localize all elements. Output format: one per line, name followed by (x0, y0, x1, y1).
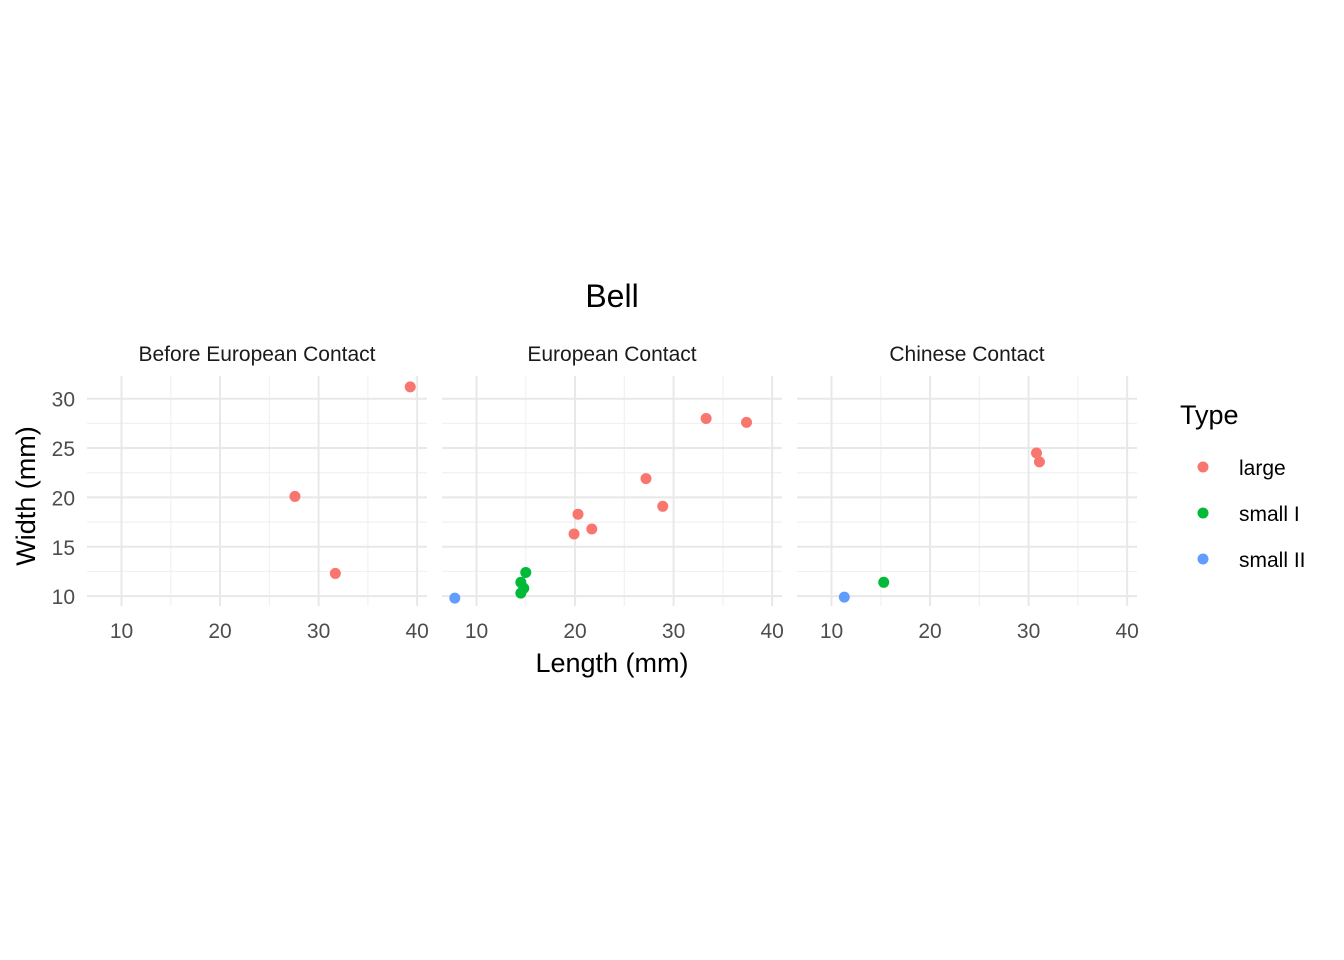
x-tick-label: 40 (405, 620, 428, 643)
x-tick-label: 30 (1017, 620, 1040, 643)
x-axis-title: Length (mm) (535, 648, 688, 678)
facet-panel: Before European Contact 10 20 30 40 10 15 20 25 3… (52, 343, 429, 643)
data-point (568, 528, 580, 540)
data-point (404, 381, 416, 393)
legend-key (1197, 507, 1209, 519)
data-point (520, 566, 532, 578)
x-tick-label: 10 (820, 620, 843, 643)
data-point (515, 587, 527, 599)
x-tick-label: 30 (662, 620, 685, 643)
x-tick-label: 10 (110, 620, 133, 643)
y-axis-title: Width (mm) (11, 426, 41, 565)
data-point (586, 523, 598, 535)
data-point (657, 500, 669, 512)
x-tick-label: 20 (208, 620, 231, 643)
legend-label: small II (1239, 549, 1306, 572)
x-tick-label: 20 (563, 620, 586, 643)
facet-strip-label: Before European Contact (139, 343, 376, 366)
y-tick-label: 15 (52, 537, 75, 560)
data-point (878, 576, 890, 588)
facet-panel: Chinese Contact 10 20 30 40 (797, 343, 1139, 643)
data-point (838, 591, 850, 603)
legend-label: small I (1239, 503, 1300, 526)
x-tick-label: 30 (307, 620, 330, 643)
y-tick-label: 25 (52, 438, 75, 461)
facet-strip-label: Chinese Contact (889, 343, 1044, 366)
x-tick-label: 40 (760, 620, 783, 643)
data-point (700, 412, 712, 424)
chart-title: Bell (585, 278, 638, 314)
x-tick-label: 10 (465, 620, 488, 643)
data-point (449, 592, 461, 604)
data-point (741, 416, 753, 428)
facet-panels: Before European Contact 10 20 30 40 10 15 20 25 3… (52, 343, 1139, 643)
y-tick-label: 20 (52, 487, 75, 510)
legend: Type large small I small II (1180, 400, 1306, 572)
data-point (289, 490, 301, 502)
legend-label: large (1239, 457, 1286, 480)
data-point (640, 473, 652, 485)
legend-key (1197, 553, 1209, 565)
data-point (329, 567, 341, 579)
legend-title: Type (1180, 400, 1239, 430)
y-tick-label: 10 (52, 586, 75, 609)
facet-strip-label: European Contact (527, 343, 696, 366)
y-tick-label: 30 (52, 389, 75, 412)
legend-key (1197, 461, 1209, 473)
data-point (572, 508, 584, 520)
x-tick-label: 20 (918, 620, 941, 643)
facet-panel: European Contact 10 20 30 40 (442, 343, 784, 643)
x-tick-label: 40 (1115, 620, 1138, 643)
data-point (1033, 456, 1045, 468)
data-point (1030, 447, 1042, 459)
